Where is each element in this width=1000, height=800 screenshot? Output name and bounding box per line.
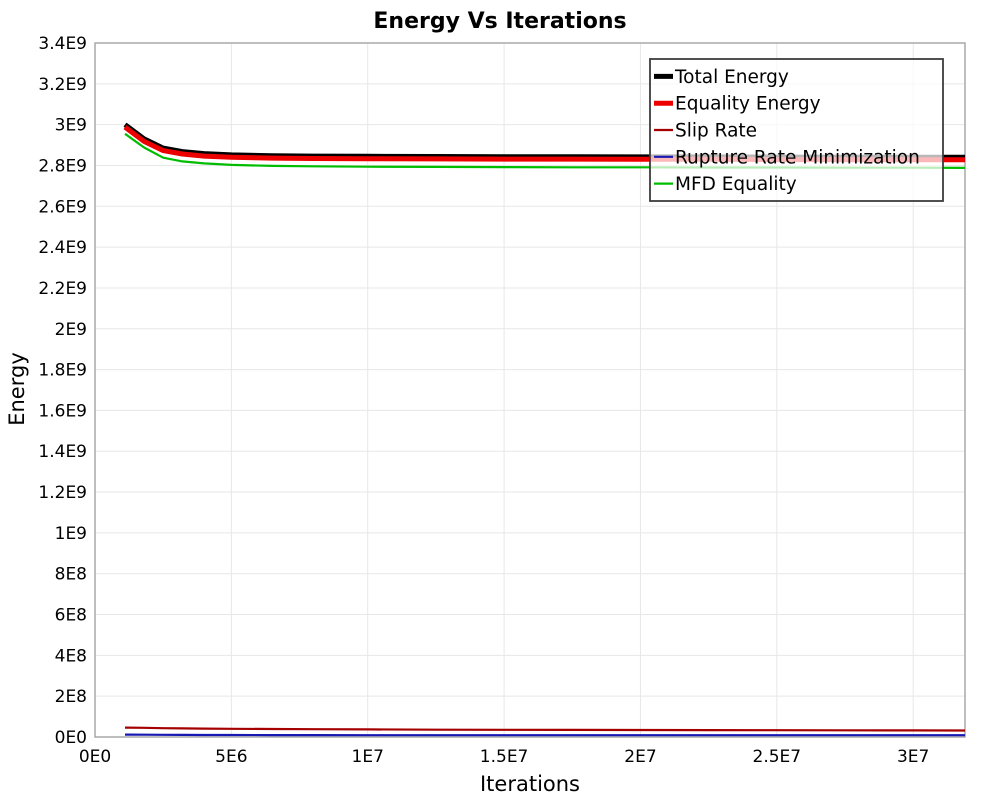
y-tick-label: 1.6E9 — [38, 401, 87, 421]
x-tick-label: 5E6 — [215, 747, 247, 767]
x-tick-label: 2.5E7 — [753, 747, 802, 767]
y-tick-label: 2.8E9 — [38, 156, 87, 176]
y-tick-label: 2E8 — [55, 687, 87, 707]
y-tick-label: 1.4E9 — [38, 442, 87, 462]
y-tick-label: 2.4E9 — [38, 238, 87, 258]
y-tick-label: 2.2E9 — [38, 279, 87, 299]
y-tick-label: 1.2E9 — [38, 483, 87, 503]
y-tick-label: 2E9 — [55, 320, 87, 340]
y-tick-label: 3.4E9 — [38, 34, 87, 54]
legend-box — [649, 58, 944, 202]
y-tick-label: 6E8 — [55, 606, 87, 626]
x-tick-label: 1E7 — [352, 747, 384, 767]
plot-area-border — [94, 42, 966, 738]
rupture-rate-minimization-line — [124, 733, 965, 737]
y-axis-title: Energy — [5, 352, 29, 426]
y-tick-label: 2.6E9 — [38, 197, 87, 217]
chart-title: Energy Vs Iterations — [373, 9, 626, 34]
y-tick-label: 4E8 — [55, 646, 87, 666]
mfd-equality-legend-label: MFD Equality — [675, 174, 797, 195]
x-axis-title: Iterations — [480, 772, 580, 796]
rupture-rate-minimization-legend-label: Rupture Rate Minimization — [675, 147, 920, 168]
y-tick-label: 8E8 — [55, 565, 87, 585]
slip-rate-line — [124, 726, 966, 732]
x-tick-label: 2E7 — [624, 747, 656, 767]
total-energy-legend-label: Total Energy — [674, 67, 789, 88]
x-tick-label: 3E7 — [897, 747, 929, 767]
y-tick-label: 0E0 — [55, 728, 87, 748]
y-tick-label: 3E9 — [55, 116, 87, 136]
x-tick-label: 1.5E7 — [480, 747, 529, 767]
equality-energy-legend-label: Equality Energy — [675, 94, 821, 115]
slip-rate-legend-label: Slip Rate — [675, 121, 757, 142]
legend: Total Energy Equality Energy Slip Rate Rupt… — [649, 58, 944, 202]
x-tick-label: 0E0 — [79, 747, 111, 767]
y-tick-label: 3.2E9 — [38, 75, 87, 95]
y-tick-label: 1E9 — [55, 524, 87, 544]
y-tick-label: 1.8E9 — [38, 361, 87, 381]
